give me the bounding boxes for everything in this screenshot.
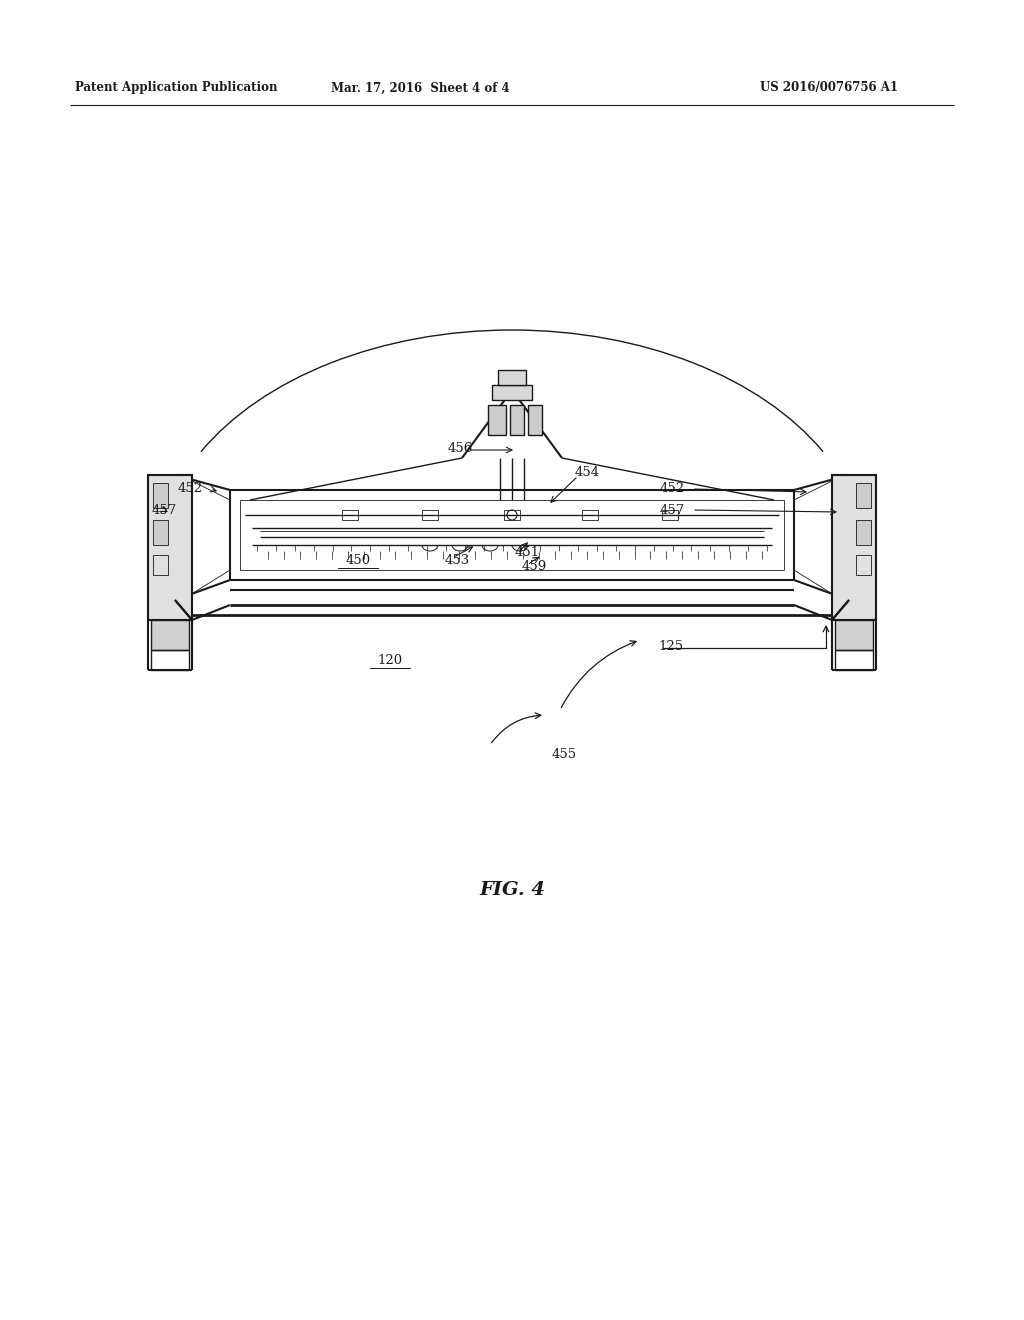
Bar xyxy=(504,510,520,520)
Text: 455: 455 xyxy=(552,748,578,762)
Text: 456: 456 xyxy=(449,441,473,454)
Bar xyxy=(856,520,871,545)
Bar xyxy=(153,483,168,508)
Text: 452: 452 xyxy=(178,482,203,495)
Bar xyxy=(148,475,193,620)
Bar xyxy=(498,370,526,385)
Bar xyxy=(342,510,358,520)
Text: 125: 125 xyxy=(658,640,683,653)
Bar xyxy=(510,405,524,436)
Text: 457: 457 xyxy=(152,503,177,516)
Text: Mar. 17, 2016  Sheet 4 of 4: Mar. 17, 2016 Sheet 4 of 4 xyxy=(331,82,509,95)
Text: 457: 457 xyxy=(660,503,685,516)
Bar xyxy=(835,649,873,671)
Text: 459: 459 xyxy=(522,561,547,573)
Bar xyxy=(488,405,506,436)
Text: US 2016/0076756 A1: US 2016/0076756 A1 xyxy=(760,82,898,95)
Text: 454: 454 xyxy=(575,466,600,479)
Bar xyxy=(153,554,168,576)
Bar xyxy=(831,475,876,620)
Bar xyxy=(422,510,438,520)
Bar xyxy=(528,405,542,436)
Bar xyxy=(856,483,871,508)
Bar xyxy=(582,510,598,520)
Text: Patent Application Publication: Patent Application Publication xyxy=(75,82,278,95)
Bar xyxy=(856,554,871,576)
Bar xyxy=(151,620,189,649)
Bar xyxy=(835,620,873,649)
Bar xyxy=(492,385,532,400)
Text: 453: 453 xyxy=(445,553,470,566)
Text: 452: 452 xyxy=(660,482,685,495)
Bar xyxy=(153,520,168,545)
Text: FIG. 4: FIG. 4 xyxy=(479,880,545,899)
Bar xyxy=(151,649,189,671)
Text: 120: 120 xyxy=(378,653,402,667)
Text: 451: 451 xyxy=(515,545,540,558)
Text: 450: 450 xyxy=(345,553,371,566)
Bar xyxy=(662,510,678,520)
Circle shape xyxy=(507,510,517,520)
